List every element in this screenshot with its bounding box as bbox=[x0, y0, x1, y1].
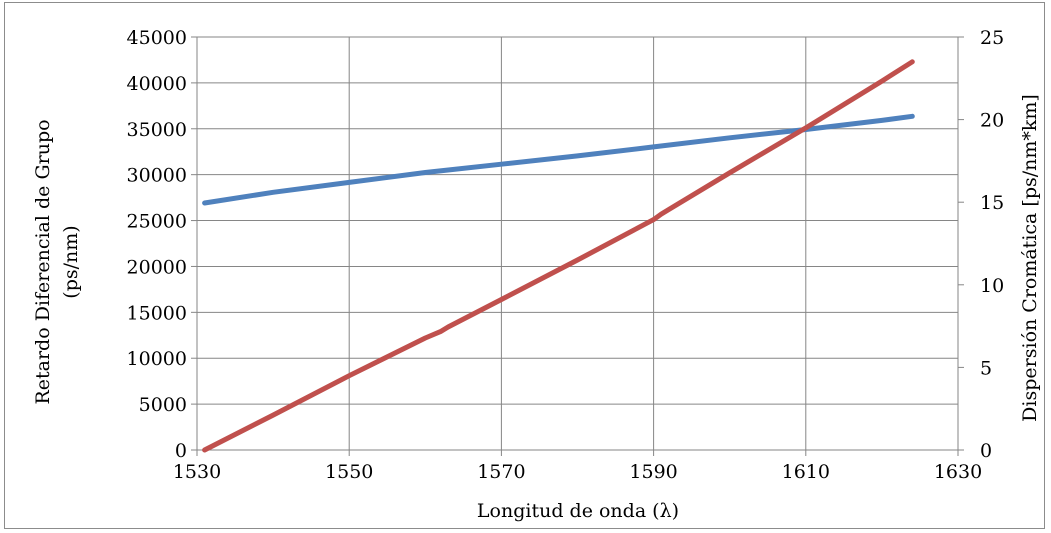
y-left-tick-label: 25000 bbox=[127, 211, 187, 233]
y-left-tick-label: 35000 bbox=[127, 119, 187, 141]
x-tick-label: 1550 bbox=[325, 461, 373, 483]
series-line-1-left-axis bbox=[202, 59, 915, 453]
y-left-tick-label: 0 bbox=[175, 440, 187, 462]
y-axis-right-title: Dispersión Cromática [ps/nm*km] bbox=[1019, 94, 1041, 422]
y-left-tick-label: 10000 bbox=[127, 348, 187, 370]
x-axis-title: Longitud de onda (λ) bbox=[477, 500, 679, 522]
x-tick-label: 1610 bbox=[782, 461, 830, 483]
y-right-tick-label: 0 bbox=[980, 440, 992, 462]
y-right-tick-label: 15 bbox=[980, 192, 1004, 214]
y-right-tick-label: 10 bbox=[980, 275, 1004, 297]
x-tick-label: 1570 bbox=[477, 461, 525, 483]
x-tick-label: 1630 bbox=[934, 461, 982, 483]
series-layer bbox=[202, 59, 915, 453]
y-right-tick-label: 20 bbox=[980, 110, 1004, 132]
gridlines bbox=[196, 36, 959, 451]
y-left-tick-label: 20000 bbox=[127, 256, 187, 278]
y-right-tick-label: 5 bbox=[980, 357, 992, 379]
y-axis-left-title-line1: Retardo Diferencial de Grupo bbox=[32, 119, 54, 404]
y-axis-left-title-line2: (ps/nm) bbox=[60, 225, 82, 298]
y-left-tick-label: 30000 bbox=[127, 165, 187, 187]
series-line-0-right-axis bbox=[202, 113, 915, 206]
y-right-tick-label: 25 bbox=[980, 27, 1004, 49]
tick-labels: 0 5000 10000 15000 20000 25000 30000 35000 40000… bbox=[127, 27, 1005, 483]
y-left-tick-label: 15000 bbox=[127, 302, 187, 324]
y-left-tick-label: 5000 bbox=[139, 394, 187, 416]
x-tick-label: 1590 bbox=[629, 461, 677, 483]
axes bbox=[191, 36, 964, 456]
x-tick-label: 1530 bbox=[173, 461, 221, 483]
y-left-tick-label: 40000 bbox=[127, 73, 187, 95]
y-left-tick-label: 45000 bbox=[127, 27, 187, 49]
